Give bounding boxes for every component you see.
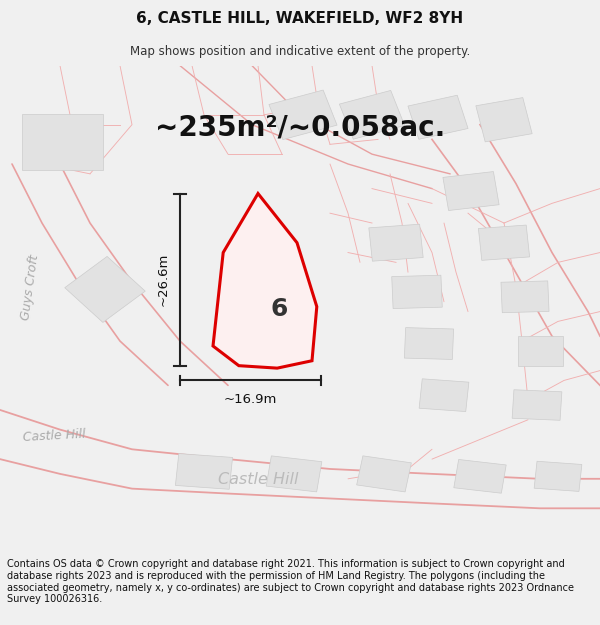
Polygon shape [369,224,423,261]
Text: Contains OS data © Crown copyright and database right 2021. This information is : Contains OS data © Crown copyright and d… [7,559,574,604]
Polygon shape [266,456,322,492]
Polygon shape [476,98,532,142]
Polygon shape [213,194,317,368]
Text: Map shows position and indicative extent of the property.: Map shows position and indicative extent… [130,45,470,58]
Polygon shape [269,90,337,139]
Polygon shape [404,328,454,359]
Polygon shape [175,454,233,489]
Polygon shape [408,95,468,139]
Polygon shape [419,379,469,411]
Text: Castle Hill: Castle Hill [218,472,298,488]
Polygon shape [443,172,499,211]
Polygon shape [478,225,530,261]
Text: Guys Croft: Guys Croft [19,253,41,321]
Polygon shape [340,91,404,139]
Polygon shape [356,456,412,492]
Text: ~16.9m: ~16.9m [224,392,277,406]
Text: 6: 6 [271,298,287,321]
Polygon shape [392,275,442,309]
Polygon shape [65,256,145,322]
Polygon shape [23,114,103,170]
Text: ~26.6m: ~26.6m [157,253,170,306]
Text: 6, CASTLE HILL, WAKEFIELD, WF2 8YH: 6, CASTLE HILL, WAKEFIELD, WF2 8YH [136,11,464,26]
Text: ~235m²/~0.058ac.: ~235m²/~0.058ac. [155,113,445,141]
Polygon shape [534,461,582,491]
Polygon shape [226,291,302,342]
Polygon shape [517,336,563,366]
Text: Castle Hill: Castle Hill [22,428,86,444]
Polygon shape [512,390,562,420]
Polygon shape [501,281,549,312]
Polygon shape [454,459,506,493]
